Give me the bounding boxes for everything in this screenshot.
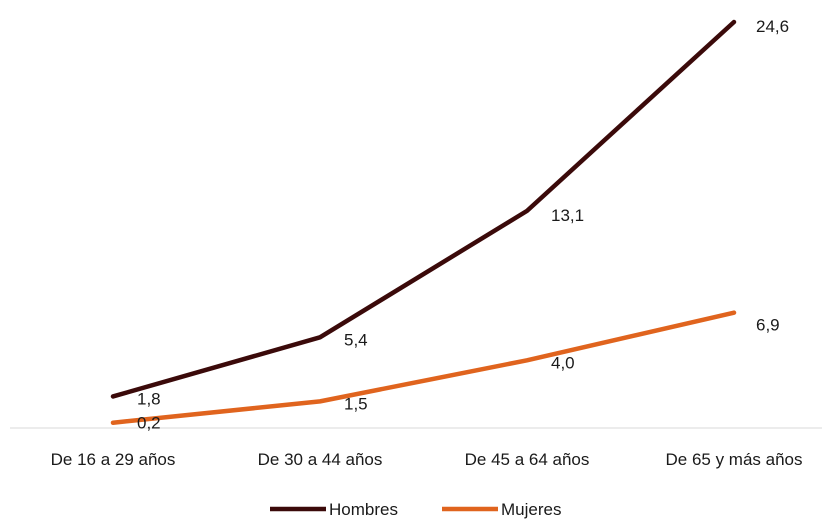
x-tick-label-0: De 16 a 29 años	[51, 450, 176, 469]
data-label-hombres-2: 13,1	[551, 206, 584, 225]
x-tick-label-2: De 45 a 64 años	[465, 450, 590, 469]
data-labels-layer: 1,8 5,4 13,1 24,6 0,2 1,5 4,0 6,9	[137, 17, 789, 433]
series-line-hombres	[110, 19, 737, 399]
legend: Hombres Mujeres	[270, 500, 561, 519]
data-label-mujeres-2: 4,0	[551, 353, 575, 372]
series-line-mujeres	[110, 310, 737, 425]
data-label-hombres-3: 24,6	[756, 17, 789, 36]
legend-label-mujeres: Mujeres	[501, 500, 561, 519]
legend-label-hombres: Hombres	[329, 500, 398, 519]
series-layer	[110, 19, 737, 425]
x-tick-label-1: De 30 a 44 años	[258, 450, 383, 469]
data-label-mujeres-3: 6,9	[756, 316, 780, 335]
x-tick-label-3: De 65 y más años	[665, 450, 802, 469]
x-tick-labels: De 16 a 29 años De 30 a 44 años De 45 a 64…	[51, 450, 803, 469]
data-label-hombres-1: 5,4	[344, 330, 368, 349]
data-label-mujeres-0: 0,2	[137, 414, 161, 433]
data-label-mujeres-1: 1,5	[344, 394, 368, 413]
data-label-hombres-0: 1,8	[137, 389, 161, 408]
